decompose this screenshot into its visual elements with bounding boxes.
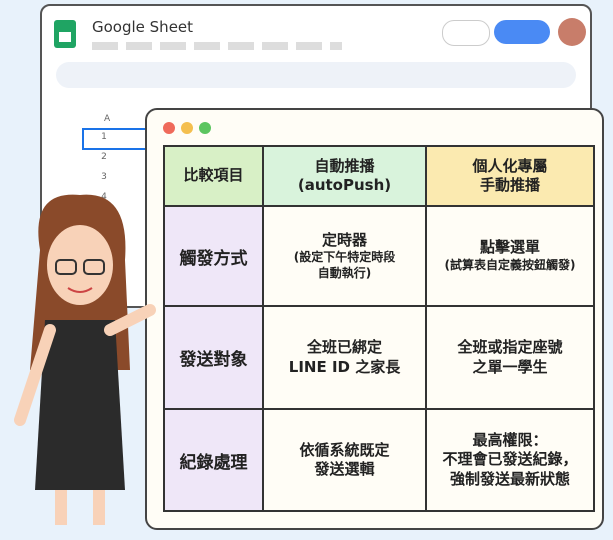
- header-text: 自動推播: [314, 156, 375, 175]
- cell-text: 點擊選單: [479, 238, 540, 257]
- header-text: 比較項目: [183, 166, 244, 185]
- cell-text: 發送選輯: [314, 460, 375, 478]
- menu-placeholder: [92, 42, 342, 50]
- header-text: 個人化專屬: [472, 156, 548, 175]
- table-cell: 自動推播 (autoPush): [262, 145, 427, 207]
- cell-text: 不理會已發送紀錄，: [442, 450, 578, 469]
- sheets-icon: [54, 20, 76, 48]
- table-cell: 最高權限： 不理會已發送紀錄， 強制發送最新狀態: [425, 408, 595, 512]
- avatar[interactable]: [558, 18, 586, 46]
- cell-text: 強制發送最新狀態: [449, 469, 570, 488]
- cell-text: 之單一學生: [472, 357, 548, 376]
- table-cell: 全班已綁定 LINE ID 之家長: [262, 305, 427, 410]
- cell-note: 自動執行): [317, 265, 372, 280]
- share-button[interactable]: [494, 20, 550, 44]
- cell-text: 依循系統既定: [299, 440, 390, 459]
- row-number: 1: [101, 132, 107, 142]
- cell-text: LINE ID 之家長: [288, 357, 401, 376]
- table-cell: 定時器 (設定下午特定時段 自動執行): [262, 205, 427, 307]
- meet-button[interactable]: [442, 20, 490, 46]
- row-label: 觸發方式: [179, 248, 248, 269]
- cell-note: (試算表自定義按鈕觸發): [444, 257, 576, 272]
- row-label: 紀錄處理: [179, 452, 248, 473]
- row-number: 2: [101, 152, 107, 162]
- row-number: 4: [101, 192, 107, 202]
- table-cell: 觸發方式: [163, 205, 264, 307]
- table-cell: 紀錄處理: [163, 408, 264, 512]
- column-header: A: [104, 114, 111, 124]
- row-label: 發送對象: [179, 350, 248, 370]
- teacher-illustration: [14, 194, 156, 525]
- table-cell: 個人化專屬 手動推播: [425, 145, 595, 207]
- table-cell: 點擊選單 (試算表自定義按鈕觸發): [425, 205, 595, 307]
- comparison-table: 比較項目 自動推播 (autoPush) 個人化專屬 手動推播 觸發方式 定時器 (設定下午特…: [163, 145, 595, 512]
- row-number: 3: [101, 172, 107, 182]
- cell-note: (設定下午特定時段: [293, 250, 396, 265]
- window-dots: [163, 122, 211, 134]
- table-cell: 發送對象: [163, 305, 264, 410]
- cell-text: 最高權限：: [472, 430, 548, 449]
- cell-text: 全班或指定座號: [457, 338, 563, 356]
- table-cell: 依循系統既定 發送選輯: [262, 408, 427, 512]
- cell-text: 全班已綁定: [306, 338, 382, 356]
- table-cell: 比較項目: [163, 145, 264, 207]
- header-text: (autoPush): [297, 176, 392, 194]
- table-cell: 全班或指定座號 之單一學生: [425, 305, 595, 410]
- header-text: 手動推播: [479, 176, 540, 194]
- toolbar: [56, 62, 576, 88]
- cell-text: 定時器: [321, 230, 367, 249]
- window-title: Google Sheet: [92, 18, 194, 36]
